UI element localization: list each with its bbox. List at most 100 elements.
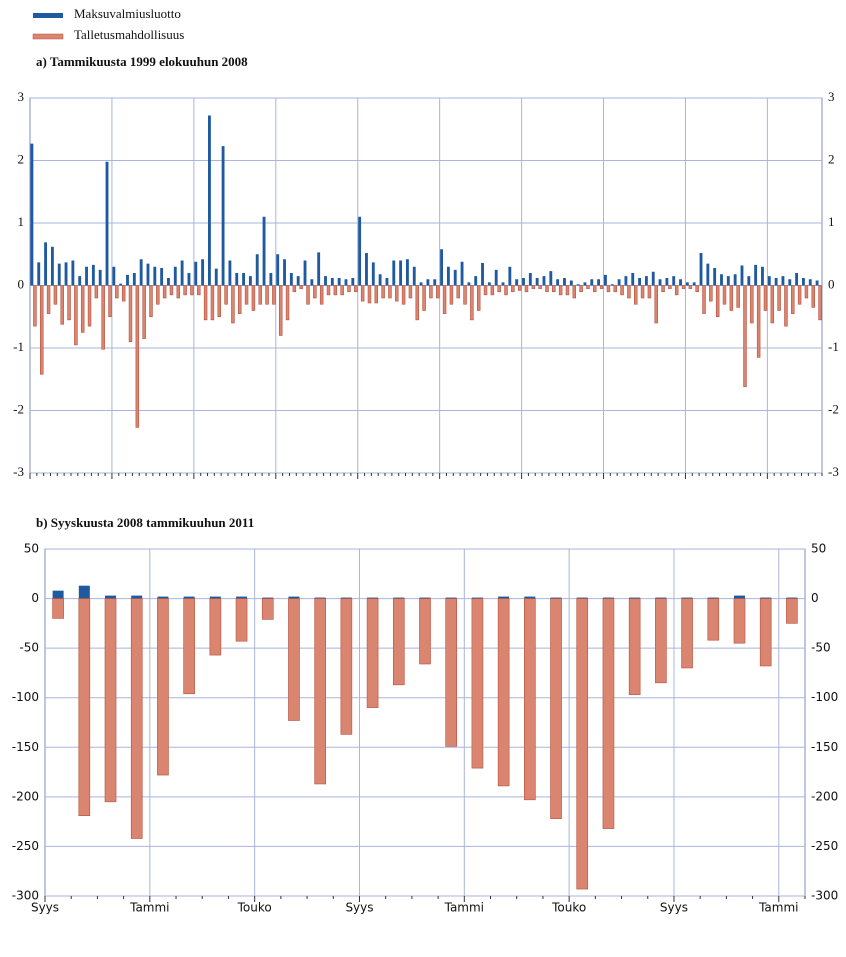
- bar: [429, 285, 433, 299]
- bar: [224, 285, 228, 305]
- bar: [679, 279, 682, 286]
- bar: [699, 253, 703, 286]
- bar: [235, 273, 239, 286]
- bar: [672, 276, 676, 286]
- bar: [490, 285, 495, 296]
- bar: [71, 260, 75, 286]
- bar: [358, 216, 362, 286]
- bar: [347, 285, 351, 293]
- bar: [801, 278, 805, 286]
- bar: [310, 279, 314, 286]
- bar: [288, 598, 300, 721]
- bar: [278, 285, 283, 336]
- bar: [606, 285, 611, 293]
- bar: [333, 285, 338, 296]
- y-tick-label: 0: [31, 591, 39, 605]
- bar: [702, 285, 706, 314]
- bar: [624, 276, 628, 286]
- bar: [655, 597, 667, 599]
- bar: [818, 285, 822, 321]
- bar: [706, 263, 710, 286]
- bar: [367, 597, 379, 599]
- bar: [524, 596, 536, 599]
- bar: [456, 285, 460, 299]
- bar: [119, 283, 123, 286]
- bar: [736, 285, 740, 308]
- bar: [494, 269, 498, 286]
- bar: [167, 278, 170, 286]
- bar: [603, 274, 607, 286]
- bar: [351, 278, 355, 286]
- bar: [52, 598, 64, 619]
- bar: [98, 269, 102, 286]
- bar: [756, 285, 761, 358]
- bar: [303, 260, 307, 286]
- bar: [131, 595, 143, 599]
- bar: [366, 598, 379, 708]
- bar: [436, 285, 440, 299]
- bar: [576, 598, 589, 890]
- x-tick-label: Tammi: [129, 901, 169, 915]
- bar: [446, 266, 450, 286]
- bar: [471, 597, 483, 599]
- bar: [142, 285, 146, 339]
- bar: [255, 254, 259, 286]
- bar: [474, 276, 478, 286]
- bar: [262, 597, 274, 599]
- bar: [160, 268, 164, 286]
- y-tick-label: -300: [811, 889, 838, 903]
- bar: [105, 161, 109, 286]
- bar: [261, 598, 274, 620]
- bar: [50, 246, 54, 286]
- bar: [104, 598, 117, 803]
- y-tick-label: -150: [12, 740, 39, 754]
- bar: [572, 285, 577, 299]
- bar: [784, 285, 788, 327]
- bar: [132, 273, 136, 286]
- bar: [53, 285, 58, 305]
- legend-swatch: [33, 13, 63, 18]
- bar: [558, 285, 563, 296]
- bar: [797, 285, 802, 305]
- bar: [112, 266, 116, 286]
- bar: [613, 285, 617, 293]
- bar: [743, 285, 747, 388]
- y-tick-label: -250: [811, 839, 838, 853]
- bar: [524, 285, 529, 293]
- bar: [57, 263, 61, 286]
- x-tick-label: Syys: [31, 901, 59, 915]
- bar: [289, 273, 293, 286]
- bar: [235, 598, 248, 642]
- bar: [340, 285, 344, 296]
- y-tick-label: 0: [811, 591, 819, 605]
- panel-title: b) Syyskuusta 2008 tammikuuhun 2011: [36, 515, 254, 530]
- bar: [292, 285, 297, 293]
- bar: [258, 285, 262, 305]
- bar: [269, 273, 273, 286]
- bar: [522, 278, 525, 286]
- bar: [550, 597, 562, 599]
- bar: [627, 285, 631, 299]
- bar: [244, 285, 249, 305]
- bar: [565, 285, 570, 296]
- bar: [419, 282, 423, 286]
- bar: [248, 276, 252, 286]
- bar: [207, 115, 211, 286]
- bar: [602, 597, 614, 599]
- bar: [146, 263, 150, 286]
- bar: [314, 597, 326, 599]
- bar: [638, 278, 642, 286]
- y-tick-label: -150: [811, 740, 838, 754]
- bar: [511, 285, 515, 293]
- bar: [692, 282, 696, 286]
- bar: [597, 279, 601, 286]
- bar: [681, 597, 693, 599]
- bar: [515, 279, 519, 286]
- bar: [371, 262, 375, 286]
- x-tick-label: Syys: [345, 901, 373, 915]
- bar: [535, 278, 539, 286]
- bar: [470, 285, 474, 321]
- bar: [139, 259, 143, 286]
- bar: [586, 285, 590, 289]
